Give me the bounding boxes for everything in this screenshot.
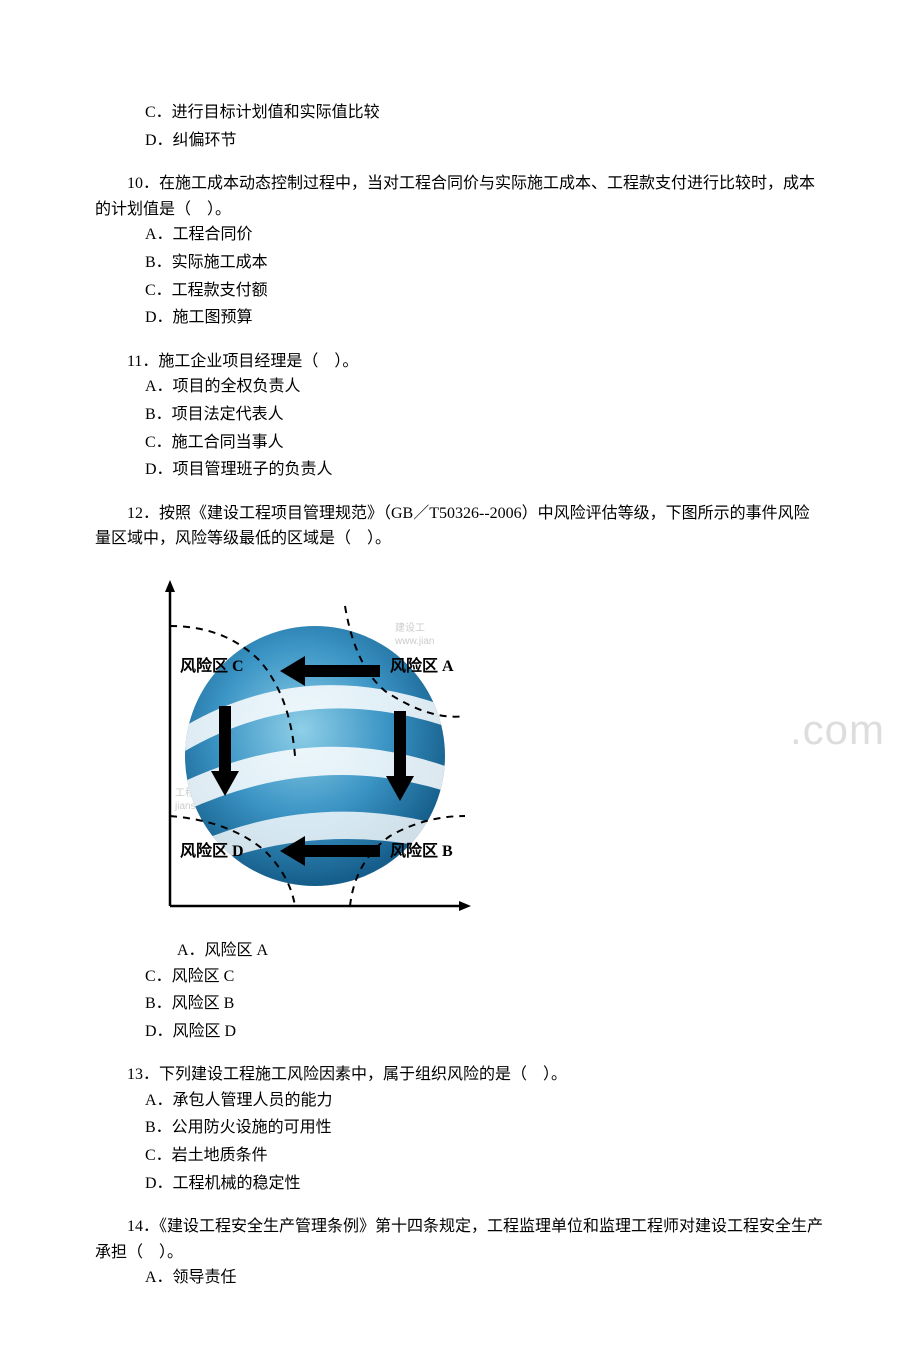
svg-text:www.jian: www.jian (394, 636, 434, 647)
q12-stem: 12．按照《建设工程项目管理规范》（GB／T50326--2006）中风险评估等… (95, 501, 825, 552)
q13-option-c: C．岩土地质条件 (145, 1143, 825, 1169)
q12-option-a: A．风险区 A (145, 938, 825, 964)
q10-option-a: A．工程合同价 (145, 222, 825, 248)
q12-option-b: B．风险区 B (145, 991, 825, 1017)
watermark-text: .com (790, 696, 885, 763)
zone-d-label: 风险区 D (180, 841, 244, 860)
q10-stem: 10．在施工成本动态控制过程中，当对工程合同价与实际施工成本、工程款支付进行比较… (95, 171, 825, 222)
risk-zone-diagram: 建设工 www.jian 工程教育网 jianshe99.com 建设工 www… (145, 566, 485, 926)
zone-c-label: 风险区 C (180, 656, 244, 675)
q14-option-a: A．领导责任 (145, 1265, 825, 1291)
q11-option-a: A．项目的全权负责人 (145, 374, 825, 400)
q11-option-b: B．项目法定代表人 (145, 402, 825, 428)
q14-stem: 14．《建设工程安全生产管理条例》第十四条规定，工程监理单位和监理工程师对建设工… (95, 1214, 825, 1265)
q13-option-d: D．工程机械的稳定性 (145, 1171, 825, 1197)
q12-option-d: D．风险区 D (145, 1019, 825, 1045)
q11-stem: 11．施工企业项目经理是（ ）。 (95, 349, 825, 375)
zone-b-label: 风险区 B (390, 841, 453, 860)
q13-option-a: A．承包人管理人员的能力 (145, 1088, 825, 1114)
q12-option-c: C．风险区 C (145, 964, 825, 990)
q10-option-d: D．施工图预算 (145, 305, 825, 331)
q10-option-b: B．实际施工成本 (145, 250, 825, 276)
q11-option-d: D．项目管理班子的负责人 (145, 457, 825, 483)
q11-option-c: C．施工合同当事人 (145, 430, 825, 456)
q9-option-c: C．进行目标计划值和实际值比较 (145, 100, 825, 126)
svg-text:建设工: 建设工 (395, 621, 425, 634)
q9-option-d: D．纠偏环节 (145, 128, 825, 154)
q13-stem: 13．下列建设工程施工风险因素中，属于组织风险的是（ ）。 (95, 1062, 825, 1088)
q10-option-c: C．工程款支付额 (145, 278, 825, 304)
zone-a-label: 风险区 A (390, 656, 454, 675)
q13-option-b: B．公用防火设施的可用性 (145, 1115, 825, 1141)
q12-figure: 建设工 www.jian 工程教育网 jianshe99.com 建设工 www… (145, 566, 485, 926)
